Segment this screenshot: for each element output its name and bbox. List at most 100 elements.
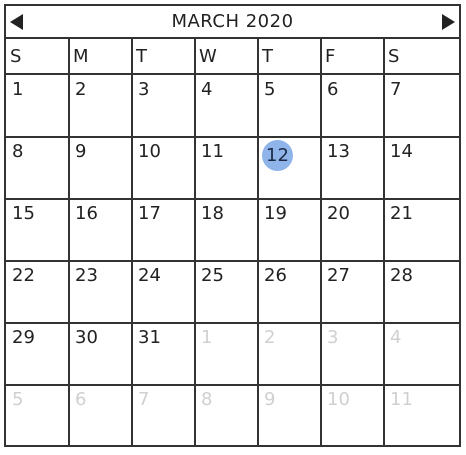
day-cell[interactable]: 10: [321, 385, 384, 447]
day-number: 29: [12, 327, 35, 348]
day-number: 10: [138, 141, 161, 162]
weekday-label: T: [262, 46, 273, 67]
grid-line: [194, 39, 196, 73]
weekday-label: T: [136, 46, 147, 67]
day-cell[interactable]: 24: [132, 261, 195, 323]
day-number: 5: [264, 79, 276, 100]
day-cell[interactable]: 1: [6, 75, 69, 137]
day-cell[interactable]: 8: [6, 137, 69, 199]
day-cell[interactable]: 3: [132, 75, 195, 137]
day-number: 16: [75, 203, 98, 224]
day-number: 13: [327, 141, 350, 162]
day-number: 20: [327, 203, 350, 224]
day-number: 4: [201, 79, 213, 100]
day-cell[interactable]: 2: [69, 75, 132, 137]
month-title: MARCH 2020: [171, 11, 294, 32]
day-number: 7: [138, 389, 150, 410]
day-number: 11: [390, 389, 413, 410]
day-number: 30: [75, 327, 98, 348]
day-number: 15: [12, 203, 35, 224]
grid-line: [6, 198, 459, 200]
day-cell[interactable]: 15: [6, 199, 69, 261]
day-cell[interactable]: 5: [258, 75, 321, 137]
day-cell[interactable]: 14: [384, 137, 459, 199]
day-number: 9: [75, 141, 87, 162]
day-number: 14: [390, 141, 413, 162]
day-cell-selected[interactable]: 12: [258, 137, 321, 199]
day-cell[interactable]: 27: [321, 261, 384, 323]
day-number: 18: [201, 203, 224, 224]
day-number: 8: [12, 141, 24, 162]
day-cell[interactable]: 21: [384, 199, 459, 261]
day-number: 12: [266, 145, 289, 166]
day-number: 19: [264, 203, 287, 224]
day-cell[interactable]: 8: [195, 385, 258, 447]
day-cell[interactable]: 1: [195, 323, 258, 385]
triangle-right-icon: [442, 14, 455, 30]
day-number: 2: [75, 79, 87, 100]
day-grid: 1 2 3 4 5 6 7 8 9 10 11 12 13 14 15 16 17 18 19 20 21 22 23 24 2…: [6, 75, 459, 445]
day-cell[interactable]: 10: [132, 137, 195, 199]
day-number: 17: [138, 203, 161, 224]
selected-day-marker: [262, 140, 293, 171]
day-cell[interactable]: 25: [195, 261, 258, 323]
day-cell[interactable]: 9: [69, 137, 132, 199]
weekday-label: W: [199, 46, 217, 67]
day-number: 3: [327, 327, 339, 348]
day-number: 6: [327, 79, 339, 100]
grid-line: [6, 384, 459, 386]
day-number: 21: [390, 203, 413, 224]
day-cell[interactable]: 30: [69, 323, 132, 385]
day-cell[interactable]: 18: [195, 199, 258, 261]
day-number: 8: [201, 389, 213, 410]
day-cell[interactable]: 7: [132, 385, 195, 447]
day-cell[interactable]: 16: [69, 199, 132, 261]
triangle-left-icon: [10, 14, 23, 30]
day-number: 2: [264, 327, 276, 348]
day-number: 24: [138, 265, 161, 286]
day-cell[interactable]: 17: [132, 199, 195, 261]
day-cell[interactable]: 4: [384, 323, 459, 385]
grid-line: [6, 260, 459, 262]
day-cell[interactable]: 23: [69, 261, 132, 323]
day-cell[interactable]: 7: [384, 75, 459, 137]
day-number: 25: [201, 265, 224, 286]
day-cell[interactable]: 9: [258, 385, 321, 447]
day-cell[interactable]: 11: [384, 385, 459, 447]
weekday-label: F: [325, 46, 336, 67]
weekday-label: S: [388, 46, 400, 67]
day-number: 3: [138, 79, 150, 100]
day-number: 26: [264, 265, 287, 286]
day-number: 9: [264, 389, 276, 410]
day-cell[interactable]: 26: [258, 261, 321, 323]
day-number: 4: [390, 327, 402, 348]
grid-line: [383, 39, 385, 73]
grid-line: [68, 39, 70, 73]
day-cell[interactable]: 5: [6, 385, 69, 447]
day-number: 7: [390, 79, 402, 100]
day-cell[interactable]: 22: [6, 261, 69, 323]
prev-month-button[interactable]: [9, 13, 25, 31]
day-cell[interactable]: 4: [195, 75, 258, 137]
day-cell[interactable]: 2: [258, 323, 321, 385]
day-number: 5: [12, 389, 24, 410]
day-cell[interactable]: 31: [132, 323, 195, 385]
day-number: 31: [138, 327, 161, 348]
day-number: 27: [327, 265, 350, 286]
day-cell[interactable]: 6: [321, 75, 384, 137]
day-cell[interactable]: 28: [384, 261, 459, 323]
day-number: 6: [75, 389, 87, 410]
next-month-button[interactable]: [440, 13, 456, 31]
day-cell[interactable]: 13: [321, 137, 384, 199]
day-cell[interactable]: 20: [321, 199, 384, 261]
day-cell[interactable]: 3: [321, 323, 384, 385]
day-number: 23: [75, 265, 98, 286]
day-cell[interactable]: 29: [6, 323, 69, 385]
day-cell[interactable]: 19: [258, 199, 321, 261]
day-number: 28: [390, 265, 413, 286]
day-cell[interactable]: 6: [69, 385, 132, 447]
grid-line: [6, 136, 459, 138]
day-cell[interactable]: 11: [195, 137, 258, 199]
weekday-label: M: [73, 46, 89, 67]
